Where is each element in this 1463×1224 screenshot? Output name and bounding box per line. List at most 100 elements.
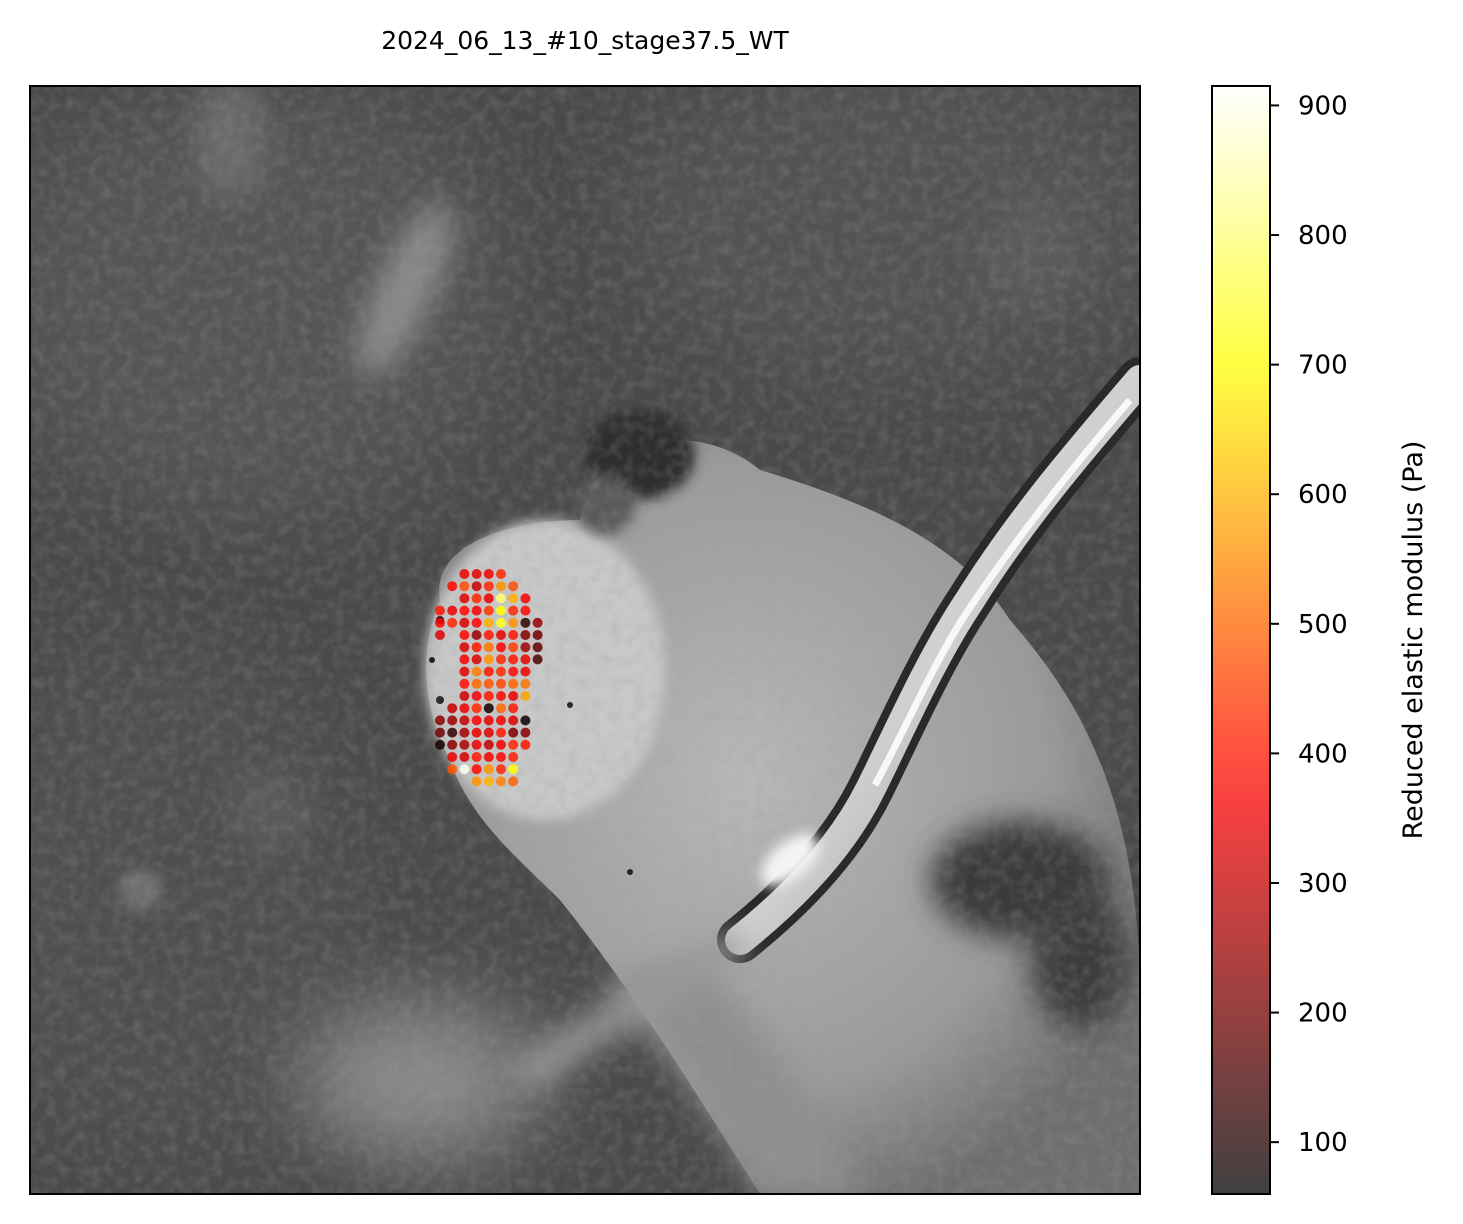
modulus-point xyxy=(447,617,458,628)
modulus-point xyxy=(447,739,458,750)
modulus-point xyxy=(459,752,470,762)
modulus-point xyxy=(508,581,519,592)
modulus-point xyxy=(508,739,519,750)
modulus-point xyxy=(496,642,506,653)
modulus-point xyxy=(508,691,519,701)
modulus-point xyxy=(496,752,506,762)
modulus-point xyxy=(459,654,470,665)
modulus-point xyxy=(483,569,494,579)
modulus-point xyxy=(496,617,506,628)
modulus-point xyxy=(471,605,482,616)
modulus-point xyxy=(508,605,519,616)
modulus-point xyxy=(496,630,506,640)
modulus-point xyxy=(471,752,482,762)
colorbar-tick-label: 400 xyxy=(1298,739,1348,769)
modulus-point xyxy=(459,727,470,738)
modulus-point xyxy=(532,617,543,628)
modulus-point xyxy=(496,727,506,738)
modulus-point xyxy=(496,691,506,701)
modulus-point xyxy=(483,691,494,701)
modulus-point xyxy=(459,581,470,592)
modulus-point xyxy=(483,739,494,750)
modulus-point xyxy=(520,654,531,665)
modulus-point xyxy=(471,727,482,738)
modulus-point xyxy=(471,678,482,689)
modulus-point xyxy=(520,642,531,653)
modulus-point xyxy=(435,739,445,750)
modulus-point xyxy=(483,642,494,653)
modulus-point xyxy=(471,654,482,665)
modulus-point xyxy=(471,739,482,750)
modulus-point xyxy=(471,569,482,579)
modulus-point xyxy=(520,739,531,750)
modulus-point xyxy=(496,776,506,787)
modulus-point xyxy=(459,764,470,775)
plot-frame xyxy=(29,85,1141,1195)
microscope-image xyxy=(30,86,1140,1194)
modulus-point xyxy=(520,617,531,628)
modulus-point xyxy=(483,605,494,616)
colorbar-gradient xyxy=(1212,86,1270,1194)
modulus-point xyxy=(508,678,519,689)
colorbar-tick-label: 800 xyxy=(1298,221,1348,251)
modulus-point xyxy=(483,593,494,604)
modulus-point xyxy=(447,581,458,592)
modulus-point xyxy=(471,642,482,653)
modulus-point xyxy=(483,678,494,689)
modulus-point xyxy=(471,764,482,775)
modulus-point xyxy=(483,617,494,628)
modulus-point xyxy=(520,593,531,604)
colorbar-tick-label: 600 xyxy=(1298,480,1348,510)
modulus-point xyxy=(459,605,470,616)
colorbar-tick-label: 700 xyxy=(1298,351,1348,381)
modulus-point xyxy=(459,691,470,701)
modulus-point xyxy=(459,569,470,579)
modulus-point xyxy=(471,581,482,592)
modulus-point xyxy=(508,666,519,677)
modulus-point xyxy=(520,630,531,640)
modulus-point xyxy=(508,630,519,640)
modulus-point xyxy=(435,727,445,738)
modulus-point xyxy=(496,703,506,714)
modulus-point xyxy=(520,678,531,689)
modulus-point xyxy=(447,752,458,762)
modulus-point xyxy=(483,776,494,787)
modulus-point xyxy=(532,642,543,653)
modulus-point xyxy=(471,776,482,787)
modulus-point xyxy=(496,666,506,677)
modulus-point xyxy=(496,764,506,775)
colorbar-frame xyxy=(1211,85,1271,1195)
modulus-point xyxy=(435,605,445,616)
modulus-point xyxy=(447,715,458,726)
modulus-point xyxy=(508,654,519,665)
modulus-point xyxy=(459,715,470,726)
modulus-point xyxy=(508,727,519,738)
modulus-point xyxy=(459,666,470,677)
modulus-point xyxy=(435,617,445,628)
colorbar-tick-label: 500 xyxy=(1298,610,1348,640)
modulus-point xyxy=(508,764,519,775)
modulus-point xyxy=(447,764,458,775)
modulus-point xyxy=(483,666,494,677)
colorbar-tick-label: 300 xyxy=(1298,869,1348,899)
chart-title: 2024_06_13_#10_stage37.5_WT xyxy=(381,26,789,55)
modulus-point xyxy=(520,666,531,677)
modulus-point xyxy=(459,593,470,604)
modulus-point xyxy=(520,605,531,616)
modulus-point xyxy=(508,715,519,726)
modulus-point xyxy=(435,630,445,640)
modulus-point xyxy=(496,715,506,726)
modulus-point xyxy=(483,703,494,714)
modulus-point xyxy=(459,678,470,689)
modulus-point xyxy=(508,617,519,628)
modulus-point xyxy=(459,703,470,714)
modulus-point xyxy=(532,654,543,665)
modulus-point xyxy=(496,654,506,665)
modulus-point xyxy=(483,727,494,738)
modulus-point xyxy=(496,581,506,592)
modulus-point xyxy=(483,715,494,726)
colorbar: 100 200 300 400 500 600 700 800 900 Reduced elas… xyxy=(1211,85,1429,1195)
modulus-point xyxy=(471,617,482,628)
modulus-point xyxy=(496,593,506,604)
